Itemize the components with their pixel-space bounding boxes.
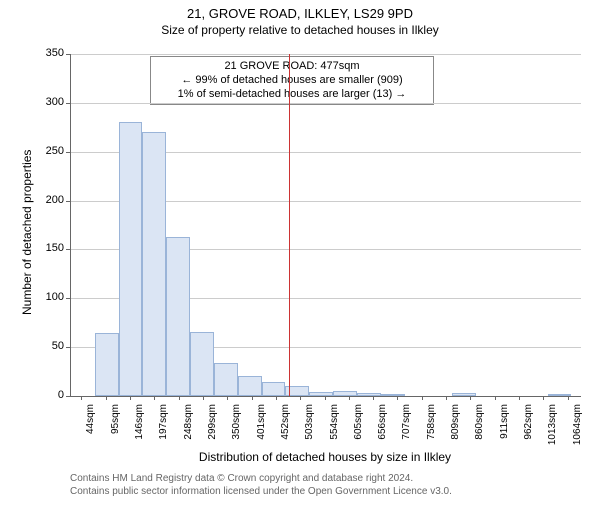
x-tick-label: 44sqm (85, 404, 96, 448)
x-tick-label: 299sqm (207, 404, 218, 448)
y-tick-mark (66, 249, 70, 250)
x-tick-label: 452sqm (280, 404, 291, 448)
y-tick-mark (66, 298, 70, 299)
gridline (71, 103, 581, 104)
x-tick-mark (397, 396, 398, 400)
y-tick-mark (66, 152, 70, 153)
x-tick-mark (495, 396, 496, 400)
x-tick-label: 605sqm (353, 404, 364, 448)
histogram-bar (190, 332, 214, 396)
x-tick-mark (325, 396, 326, 400)
x-tick-label: 1064sqm (572, 404, 583, 448)
x-tick-mark (203, 396, 204, 400)
histogram-bar (142, 132, 166, 396)
y-tick-label: 50 (34, 340, 64, 352)
histogram-bar (357, 393, 381, 396)
x-tick-label: 758sqm (426, 404, 437, 448)
x-tick-mark (446, 396, 447, 400)
x-tick-label: 554sqm (329, 404, 340, 448)
histogram-bar (309, 392, 333, 396)
x-tick-mark (373, 396, 374, 400)
chart-title: 21, GROVE ROAD, ILKLEY, LS29 9PD (0, 6, 600, 21)
x-tick-label: 248sqm (183, 404, 194, 448)
x-tick-label: 962sqm (523, 404, 534, 448)
x-tick-label: 1013sqm (547, 404, 558, 448)
x-tick-mark (179, 396, 180, 400)
x-tick-label: 911sqm (499, 404, 510, 448)
chart-plot-area (70, 54, 581, 397)
histogram-bar (262, 382, 286, 396)
x-tick-mark (422, 396, 423, 400)
y-tick-mark (66, 103, 70, 104)
y-tick-mark (66, 54, 70, 55)
x-tick-label: 656sqm (377, 404, 388, 448)
x-tick-mark (543, 396, 544, 400)
reference-line (289, 54, 290, 396)
x-tick-label: 197sqm (158, 404, 169, 448)
histogram-bar (119, 122, 143, 396)
x-tick-mark (568, 396, 569, 400)
x-tick-label: 350sqm (231, 404, 242, 448)
x-tick-label: 95sqm (110, 404, 121, 448)
histogram-bar (452, 393, 476, 396)
histogram-bar (238, 376, 262, 396)
x-tick-label: 707sqm (401, 404, 412, 448)
y-tick-mark (66, 347, 70, 348)
chart-subtitle: Size of property relative to detached ho… (0, 23, 600, 37)
x-tick-label: 146sqm (134, 404, 145, 448)
y-tick-mark (66, 396, 70, 397)
footer-attribution: Contains HM Land Registry data © Crown c… (70, 472, 452, 498)
y-tick-label: 350 (34, 47, 64, 59)
histogram-bar (214, 363, 238, 396)
x-tick-label: 860sqm (474, 404, 485, 448)
x-tick-mark (519, 396, 520, 400)
x-tick-label: 503sqm (304, 404, 315, 448)
x-tick-mark (300, 396, 301, 400)
x-tick-mark (154, 396, 155, 400)
x-tick-mark (470, 396, 471, 400)
footer-line-2: Contains public sector information licen… (70, 485, 452, 498)
y-tick-label: 200 (34, 194, 64, 206)
y-tick-label: 250 (34, 145, 64, 157)
x-tick-mark (227, 396, 228, 400)
histogram-bar (95, 333, 119, 397)
x-axis-label: Distribution of detached houses by size … (70, 450, 580, 464)
x-tick-mark (106, 396, 107, 400)
x-tick-mark (276, 396, 277, 400)
y-tick-label: 0 (34, 389, 64, 401)
y-axis-label: Number of detached properties (20, 150, 34, 315)
y-tick-label: 100 (34, 291, 64, 303)
y-tick-label: 150 (34, 242, 64, 254)
x-tick-mark (252, 396, 253, 400)
x-tick-label: 809sqm (450, 404, 461, 448)
x-tick-mark (130, 396, 131, 400)
y-tick-label: 300 (34, 96, 64, 108)
x-tick-mark (349, 396, 350, 400)
histogram-bar (166, 237, 190, 396)
histogram-bar (333, 391, 357, 396)
gridline (71, 54, 581, 55)
histogram-bar (381, 394, 405, 396)
x-tick-mark (81, 396, 82, 400)
footer-line-1: Contains HM Land Registry data © Crown c… (70, 472, 452, 485)
x-tick-label: 401sqm (256, 404, 267, 448)
y-tick-mark (66, 201, 70, 202)
